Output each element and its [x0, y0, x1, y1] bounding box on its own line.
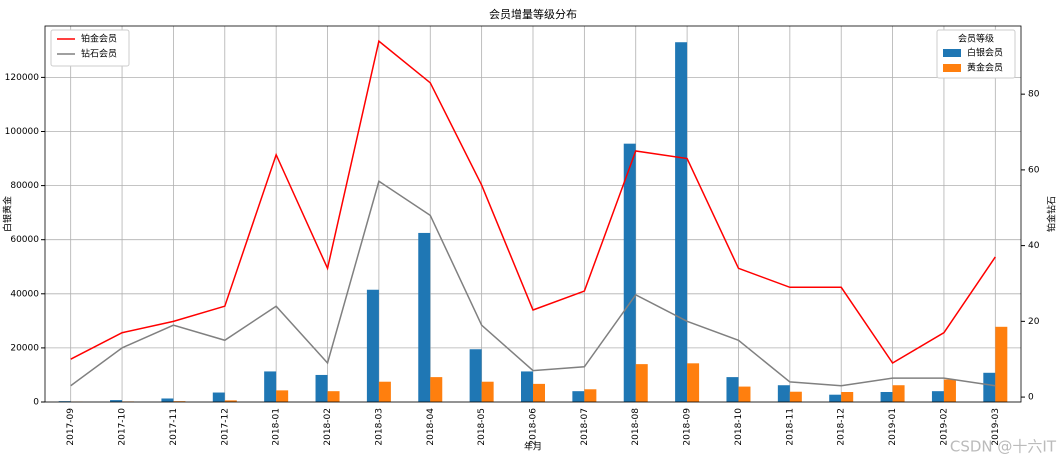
watermark: CSDN @十六IT: [950, 438, 1057, 456]
bar: [789, 391, 802, 402]
bar: [931, 391, 944, 402]
x-tick-label: 2018-08: [631, 408, 641, 446]
legend-label: 黄金会员: [967, 62, 1003, 74]
plot-frame: [44, 25, 1022, 403]
bar: [533, 383, 545, 402]
bar: [675, 42, 688, 402]
legend-label: 白银会员: [967, 47, 1003, 59]
bar: [58, 401, 71, 402]
x-tick-label: 2018-06: [529, 408, 539, 446]
y-tick-label: 40000: [10, 289, 39, 299]
bar: [943, 379, 956, 402]
x-tick-label: 2017-12: [220, 408, 230, 446]
bar: [892, 385, 905, 402]
line: [70, 180, 996, 387]
y-tick-label: 120000: [5, 73, 40, 83]
bar: [983, 372, 996, 402]
bar: [469, 349, 482, 402]
bar: [841, 391, 854, 402]
y-tick-label: 100000: [5, 127, 40, 137]
x-tick-label: 2018-09: [683, 408, 693, 446]
y-tick-label: 80000: [10, 181, 39, 191]
bar: [995, 326, 1008, 402]
bar: [635, 364, 648, 402]
bar: [481, 381, 494, 402]
bar: [584, 389, 597, 402]
bar: [173, 401, 186, 402]
bar: [110, 400, 123, 402]
x-tick-label: 2018-11: [785, 408, 795, 446]
bar: [418, 232, 431, 402]
y2-tick-label: 80: [1028, 90, 1040, 100]
y2-tick-label: 20: [1028, 317, 1040, 327]
x-axis-label: 年月: [524, 441, 542, 453]
bar: [726, 377, 739, 402]
y-tick-label: 60000: [10, 235, 39, 245]
bar: [264, 371, 277, 402]
line: [70, 39, 996, 365]
y2-axis-label: 铂金钻石: [1046, 196, 1058, 232]
bar: [572, 391, 585, 402]
bar: [315, 374, 328, 402]
legend-title: 会员等级: [958, 33, 994, 45]
x-tick-label: 2017-11: [169, 408, 179, 446]
x-tick-label: 2018-07: [580, 408, 590, 446]
bar: [623, 143, 636, 402]
legend-label: 铂金会员: [81, 33, 117, 45]
x-tick-label: 2018-03: [374, 408, 384, 446]
y2-tick-label: 60: [1028, 165, 1040, 175]
x-tick-label: 2018-02: [323, 408, 333, 446]
y-axis-label: 白银黄金: [2, 196, 14, 232]
bar: [430, 377, 443, 402]
x-tick-label: 2018-05: [477, 408, 487, 446]
legend-label: 钻石会员: [81, 48, 117, 60]
x-tick-label: 2017-10: [118, 408, 128, 446]
bar: [366, 289, 379, 402]
bar: [777, 385, 790, 402]
bar: [521, 371, 533, 402]
bar: [327, 391, 340, 402]
bar: [738, 386, 751, 402]
x-tick-label: 2018-12: [837, 408, 847, 446]
x-tick-label: 2019-02: [939, 408, 949, 446]
bar: [687, 363, 700, 402]
chart-title: 会员增量等级分布: [489, 7, 577, 21]
legend-swatch: [943, 49, 961, 57]
bar: [161, 398, 174, 402]
y-tick-label: 20000: [10, 343, 39, 353]
y-tick-label: 0: [33, 398, 39, 408]
bar: [224, 400, 237, 402]
bar: [880, 391, 893, 402]
x-tick-label: 2018-04: [426, 408, 436, 446]
x-tick-label: 2019-03: [991, 408, 1001, 446]
bar: [212, 392, 225, 402]
x-tick-label: 2019-01: [888, 408, 898, 446]
x-tick-label: 2018-10: [734, 408, 744, 446]
x-tick-label: 2018-01: [272, 408, 282, 446]
y2-tick-label: 0: [1028, 393, 1034, 403]
x-tick-label: 2017-09: [66, 408, 76, 446]
bar: [276, 390, 289, 402]
y2-tick-label: 40: [1028, 241, 1040, 251]
bar: [829, 394, 842, 402]
bar: [378, 381, 391, 402]
legend-swatch: [943, 64, 961, 72]
